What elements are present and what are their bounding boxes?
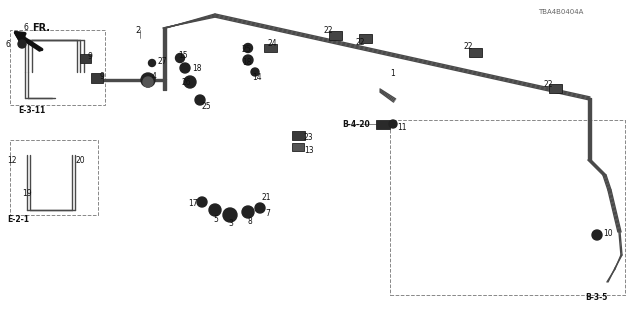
Bar bbox=[91, 73, 103, 83]
Circle shape bbox=[209, 204, 221, 216]
Text: 17: 17 bbox=[188, 198, 198, 207]
Bar bbox=[358, 34, 371, 43]
Text: 27: 27 bbox=[157, 57, 166, 66]
Bar bbox=[264, 44, 276, 52]
Text: 9: 9 bbox=[88, 52, 93, 60]
Text: 6: 6 bbox=[23, 22, 28, 31]
Circle shape bbox=[195, 95, 205, 105]
Bar bbox=[79, 53, 90, 62]
Text: 21: 21 bbox=[262, 194, 271, 203]
Bar bbox=[548, 84, 561, 92]
Text: 15: 15 bbox=[178, 51, 188, 60]
Circle shape bbox=[251, 68, 259, 76]
Text: 4: 4 bbox=[152, 71, 157, 81]
Bar bbox=[292, 143, 304, 151]
Text: 24: 24 bbox=[268, 38, 278, 47]
Bar bbox=[10, 140, 98, 215]
Text: B-3-5: B-3-5 bbox=[585, 293, 607, 302]
Text: 22: 22 bbox=[323, 26, 333, 35]
Circle shape bbox=[175, 53, 184, 62]
Circle shape bbox=[148, 60, 156, 67]
Circle shape bbox=[18, 40, 26, 48]
Text: B-4-20: B-4-20 bbox=[342, 119, 370, 129]
Text: 11: 11 bbox=[397, 123, 406, 132]
Bar bbox=[10, 30, 105, 105]
Circle shape bbox=[592, 230, 602, 240]
Circle shape bbox=[389, 120, 397, 128]
Text: 22: 22 bbox=[463, 42, 472, 51]
Bar bbox=[468, 47, 481, 57]
Text: 12: 12 bbox=[7, 156, 17, 164]
Circle shape bbox=[243, 44, 253, 52]
Circle shape bbox=[255, 203, 265, 213]
Text: 22: 22 bbox=[355, 37, 365, 46]
Bar bbox=[291, 131, 305, 140]
Text: 6: 6 bbox=[6, 39, 11, 49]
Text: E-2-1: E-2-1 bbox=[7, 215, 29, 225]
Circle shape bbox=[243, 55, 253, 65]
Circle shape bbox=[180, 63, 190, 73]
Text: 14: 14 bbox=[252, 73, 262, 82]
Text: 26: 26 bbox=[182, 77, 191, 86]
Text: FR.: FR. bbox=[32, 23, 50, 33]
Text: 20: 20 bbox=[75, 156, 84, 164]
Text: 18: 18 bbox=[242, 58, 252, 67]
Bar bbox=[328, 30, 342, 39]
Circle shape bbox=[223, 208, 237, 222]
Text: 22: 22 bbox=[543, 79, 552, 89]
Text: 19: 19 bbox=[22, 189, 31, 198]
Text: 9: 9 bbox=[100, 71, 105, 81]
Text: 25: 25 bbox=[201, 101, 211, 110]
Text: 13: 13 bbox=[304, 146, 314, 155]
Bar bbox=[376, 119, 390, 129]
Circle shape bbox=[184, 76, 196, 88]
Bar bbox=[390, 120, 625, 295]
Text: 3: 3 bbox=[228, 219, 233, 228]
Circle shape bbox=[242, 206, 254, 218]
Text: 5: 5 bbox=[213, 215, 218, 225]
Text: TBA4B0404A: TBA4B0404A bbox=[538, 9, 584, 15]
Text: 18: 18 bbox=[192, 63, 202, 73]
Text: 7: 7 bbox=[265, 209, 270, 218]
Circle shape bbox=[141, 73, 155, 87]
Text: 2: 2 bbox=[135, 26, 140, 35]
Text: 1: 1 bbox=[390, 68, 395, 77]
Text: 8: 8 bbox=[247, 217, 252, 226]
Circle shape bbox=[197, 197, 207, 207]
Text: 25: 25 bbox=[242, 44, 252, 53]
Text: 10: 10 bbox=[603, 229, 612, 238]
Text: E-3-11: E-3-11 bbox=[18, 106, 45, 115]
Circle shape bbox=[143, 77, 153, 87]
Text: 23: 23 bbox=[304, 132, 314, 141]
